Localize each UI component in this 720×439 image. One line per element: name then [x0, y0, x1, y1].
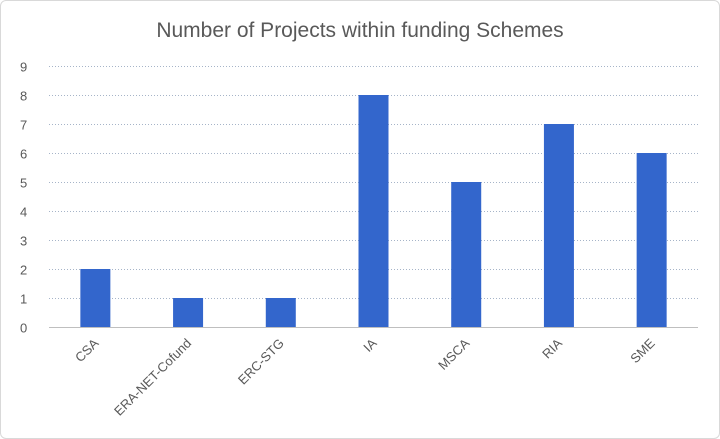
y-tick-label: 1 [20, 292, 27, 307]
x-tick-label: ERA-NET-Cofund [111, 336, 194, 419]
y-tick-label: 4 [20, 205, 27, 220]
x-tick-label: SME [627, 335, 658, 366]
bars [80, 95, 667, 327]
x-tick-label: CSA [72, 335, 102, 365]
x-tick-label: RIA [539, 335, 565, 361]
chart-title: Number of Projects within funding Scheme… [156, 19, 563, 42]
bar [265, 298, 296, 327]
y-tick-label: 8 [20, 89, 27, 104]
x-tick-label: MSCA [435, 335, 472, 372]
y-tick-label: 6 [20, 147, 27, 162]
bar [173, 298, 204, 327]
y-tick-label: 0 [20, 321, 27, 336]
bar [80, 269, 111, 327]
y-tick-label: 3 [20, 234, 27, 249]
bar [358, 95, 389, 327]
bar [451, 182, 482, 327]
y-tick-label: 5 [20, 176, 27, 191]
bar [636, 153, 667, 327]
x-tick-label: IA [360, 335, 380, 355]
y-axis-ticks: 0 1 2 3 4 5 6 7 8 9 [20, 60, 27, 336]
x-tick-label: ERC-STG [235, 336, 287, 388]
y-tick-label: 9 [20, 60, 27, 75]
y-tick-label: 7 [20, 118, 27, 133]
x-axis-ticks: CSA ERA-NET-Cofund ERC-STG IA MSCA RIA SME [72, 335, 658, 418]
y-tick-label: 2 [20, 263, 27, 278]
bar [543, 124, 574, 327]
